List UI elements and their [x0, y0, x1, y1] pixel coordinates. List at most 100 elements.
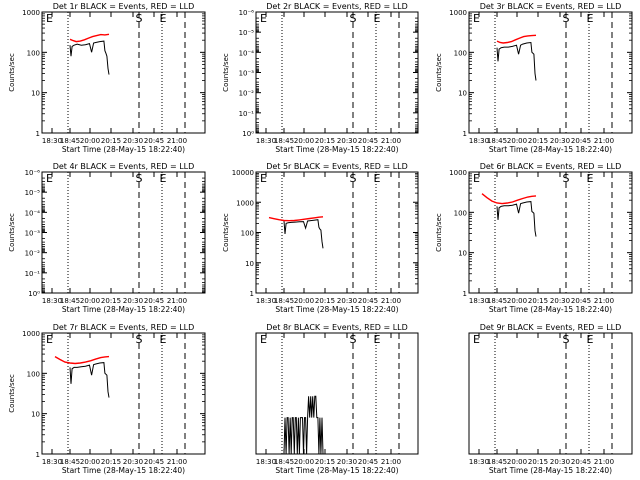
- y-tick-label: 10: [245, 260, 254, 268]
- marker-e: E: [473, 12, 480, 25]
- y-tick-label: 10⁻¹: [239, 110, 255, 118]
- x-tick-label: 21:00: [594, 297, 614, 305]
- panel-title: Det 6r BLACK = Events, RED = LLD: [480, 162, 622, 171]
- marker-e: E: [587, 172, 594, 185]
- marker-e: E: [587, 12, 594, 25]
- y-tick-label: 1000: [22, 330, 40, 338]
- panel-title: Det 4r BLACK = Events, RED = LLD: [53, 162, 195, 171]
- y-tick-label: 1000: [22, 9, 40, 17]
- y-tick-label: 10⁻⁵: [25, 189, 41, 197]
- x-tick-label: 20:00: [80, 297, 100, 305]
- x-tick-label: 20:45: [144, 297, 164, 305]
- marker-e: E: [473, 172, 480, 185]
- marker-e: E: [374, 333, 381, 346]
- y-tick-label: 100: [27, 370, 40, 378]
- x-tick-label: 18:45: [274, 297, 294, 305]
- x-tick-label: 20:00: [80, 458, 100, 466]
- x-tick-label: 18:30: [256, 297, 276, 305]
- y-tick-label: 100: [27, 49, 40, 57]
- x-tick-label: 20:15: [315, 137, 335, 145]
- x-tick-label: 20:45: [571, 297, 591, 305]
- y-tick-label: 10: [31, 411, 40, 419]
- det-panel-5: Det 5r BLACK = Events, RED = LLD 1 10 100 10…: [222, 162, 419, 314]
- y-tick-label: 1: [36, 130, 40, 138]
- marker-e: E: [160, 12, 167, 25]
- y-tick-label: 10⁰: [242, 130, 254, 138]
- y-tick-label: 1: [250, 290, 254, 298]
- y-tick-label: 10⁻⁶: [239, 9, 255, 17]
- det-panel-1: Det 1r BLACK = Events, RED = LLD 1 10 100 10…: [8, 2, 206, 154]
- x-tick-label: 21:00: [167, 297, 187, 305]
- x-axis-label: Start Time (28-May-15 18:22:40): [62, 145, 185, 154]
- y-axis-label: Counts/sec: [435, 53, 443, 92]
- marker-s: S: [136, 172, 143, 185]
- lld-series-line: [54, 355, 110, 365]
- panel-title: Det 1r BLACK = Events, RED = LLD: [53, 2, 195, 11]
- x-tick-label: 20:15: [528, 458, 548, 466]
- marker-e: E: [260, 333, 267, 346]
- x-tick-label: 20:15: [528, 137, 548, 145]
- y-tick-label: 10⁻⁶: [25, 169, 41, 177]
- y-tick-label: 1000: [449, 9, 467, 17]
- x-tick-label: 21:00: [167, 137, 187, 145]
- x-tick-label: 18:30: [469, 458, 489, 466]
- y-tick-label: 1000: [449, 169, 467, 177]
- x-tick-label: 20:15: [315, 297, 335, 305]
- y-tick-label: 1: [36, 451, 40, 459]
- y-tick-label: 10: [458, 250, 467, 258]
- y-tick-label: 10000: [232, 169, 254, 177]
- y-tick-label: 10⁻²: [25, 250, 41, 258]
- plot-frame: [468, 332, 633, 455]
- marker-e: E: [46, 333, 53, 346]
- x-tick-label: 20:00: [294, 458, 314, 466]
- events-series-line: [69, 40, 110, 75]
- x-tick-label: 20:30: [550, 297, 570, 305]
- plot-frame: [41, 171, 206, 294]
- y-tick-label: 10⁻³: [25, 230, 41, 238]
- x-tick-label: 21:00: [167, 458, 187, 466]
- marker-s: S: [136, 333, 143, 346]
- events-series-line: [496, 201, 537, 237]
- y-tick-label: 10⁻²: [239, 90, 255, 98]
- events-series-line: [283, 395, 324, 455]
- x-tick-label: 18:45: [487, 137, 507, 145]
- y-axis-label: Counts/sec: [435, 213, 443, 252]
- panel-title: Det 7r BLACK = Events, RED = LLD: [53, 323, 195, 332]
- marker-s: S: [563, 12, 570, 25]
- y-tick-label: 1000: [236, 199, 254, 207]
- y-tick-label: 100: [454, 209, 467, 217]
- x-axis-label: Start Time (28-May-15 18:22:40): [62, 305, 185, 314]
- x-tick-label: 20:15: [315, 458, 335, 466]
- x-tick-label: 18:30: [42, 458, 62, 466]
- y-tick-label: 1: [463, 290, 467, 298]
- y-tick-label: 10⁻⁴: [239, 49, 255, 57]
- x-tick-label: 20:45: [358, 297, 378, 305]
- y-axis-label: Counts/sec: [8, 213, 16, 252]
- marker-s: S: [563, 172, 570, 185]
- det-panel-2: Det 2r BLACK = Events, RED = LLD 10⁻⁶ 10⁻⁵…: [222, 2, 419, 154]
- x-tick-label: 20:30: [550, 137, 570, 145]
- x-tick-label: 18:45: [487, 297, 507, 305]
- x-tick-label: 21:00: [381, 458, 401, 466]
- y-tick-label: 10⁻⁴: [25, 209, 41, 217]
- y-axis-label: Counts/sec: [222, 53, 230, 92]
- x-tick-label: 20:30: [337, 297, 357, 305]
- y-tick-label: 10⁻¹: [25, 270, 41, 278]
- x-tick-label: 20:45: [358, 137, 378, 145]
- marker-e: E: [46, 12, 53, 25]
- lld-series-line: [69, 33, 110, 43]
- x-axis-label: Start Time (28-May-15 18:22:40): [489, 466, 612, 475]
- x-tick-label: 18:45: [60, 297, 80, 305]
- x-tick-label: 20:00: [294, 137, 314, 145]
- x-tick-label: 20:00: [507, 137, 527, 145]
- x-tick-label: 18:45: [274, 137, 294, 145]
- x-tick-label: 18:30: [42, 297, 62, 305]
- det-panel-9: Det 9r BLACK = Events, RED = LLD 18:3018:…: [468, 323, 633, 475]
- x-tick-label: 20:15: [101, 297, 121, 305]
- x-tick-label: 20:30: [550, 458, 570, 466]
- events-series-line: [283, 219, 324, 249]
- y-tick-label: 10: [458, 90, 467, 98]
- lld-series-line: [481, 193, 537, 205]
- marker-e: E: [374, 12, 381, 25]
- x-axis-label: Start Time (28-May-15 18:22:40): [275, 145, 398, 154]
